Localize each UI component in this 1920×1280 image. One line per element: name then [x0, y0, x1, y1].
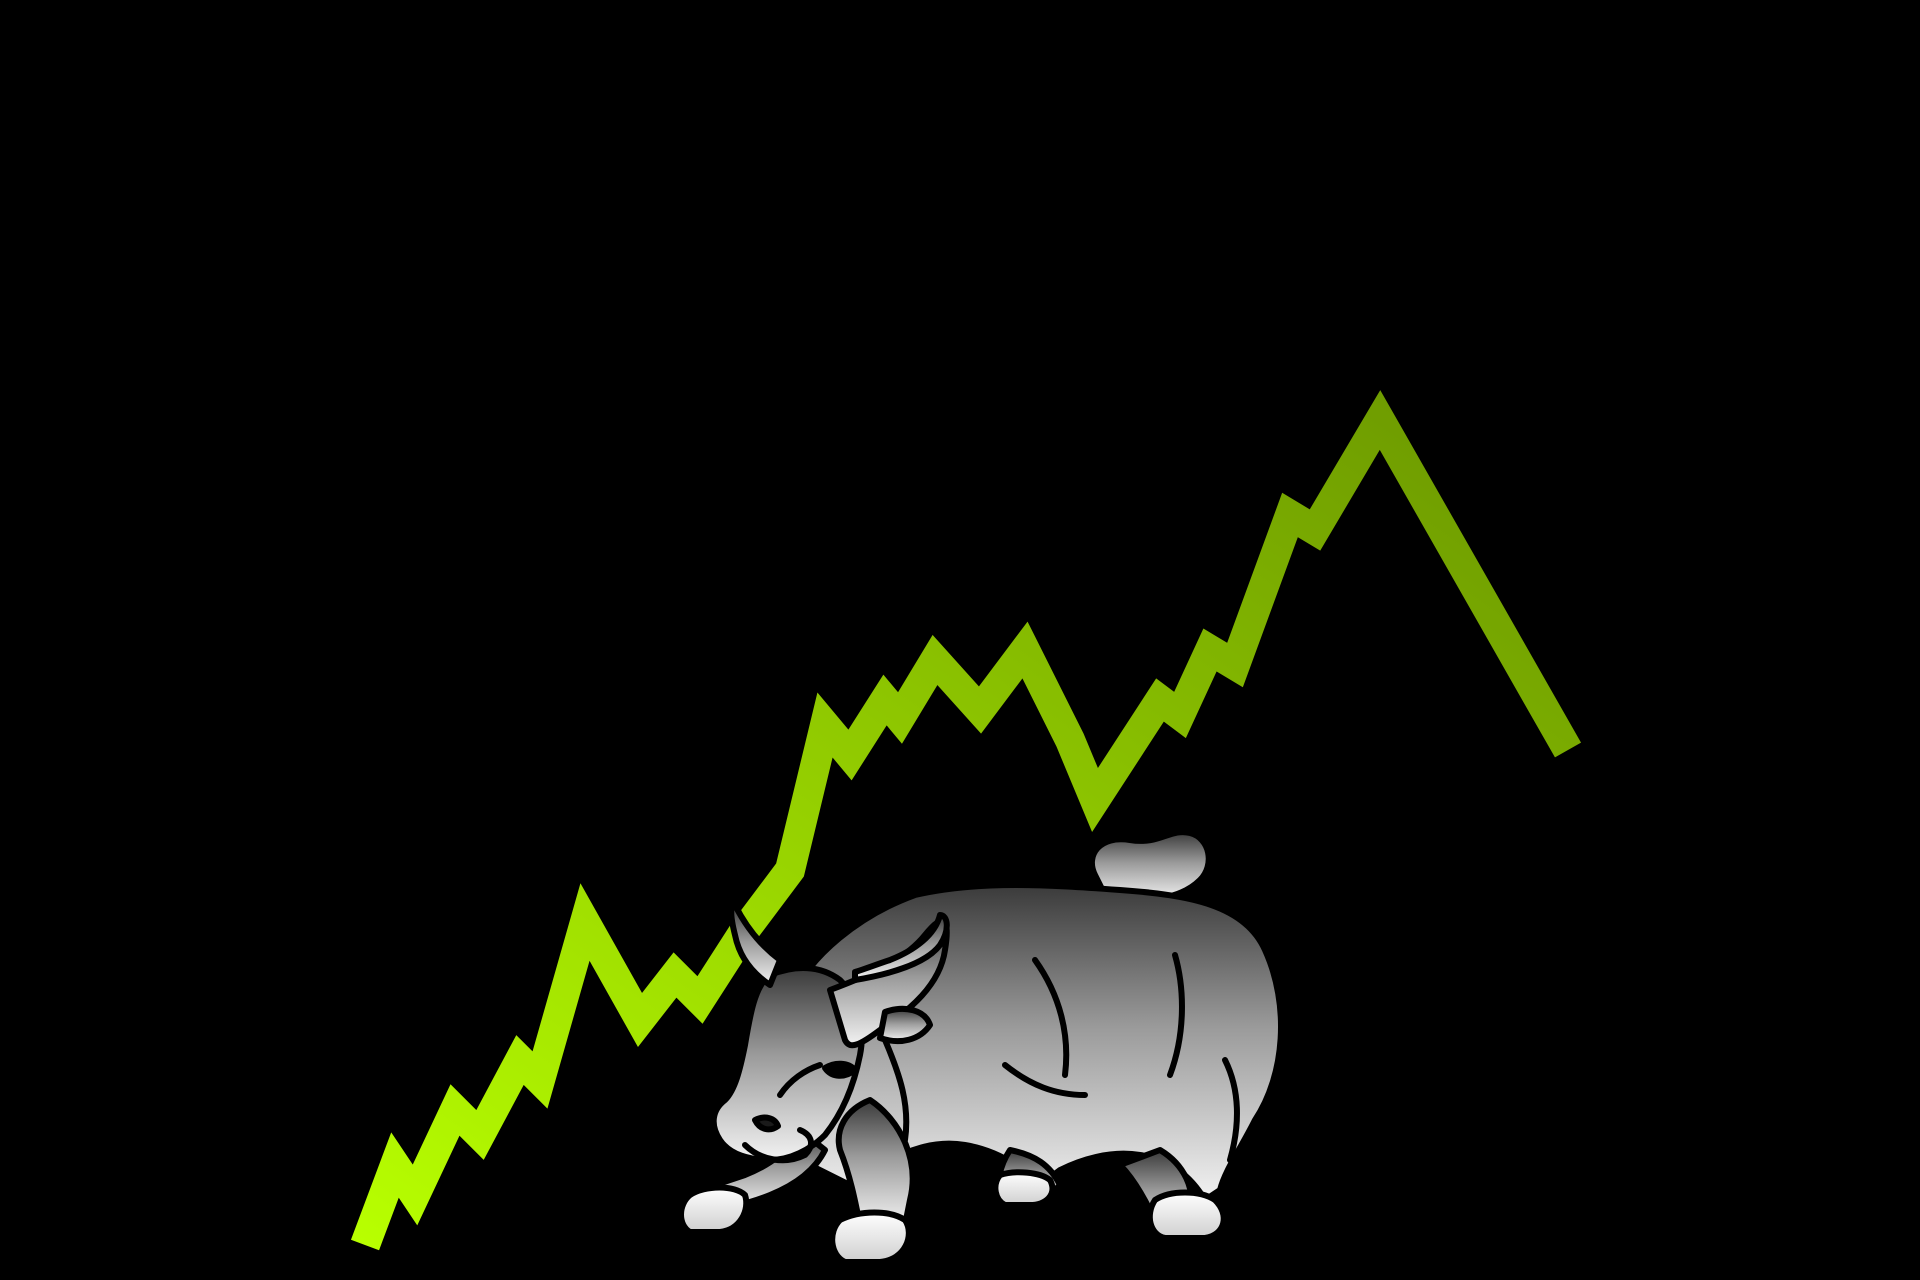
- bull-horn-icon: [852, 912, 950, 983]
- bull-horn-icon: [728, 902, 783, 988]
- bull-body-muscle-line: [1222, 1057, 1240, 1163]
- bull-middle-hoof: [992, 1169, 1056, 1208]
- bull-ear: [877, 1005, 933, 1045]
- bull-nostril: [752, 1114, 781, 1133]
- bull-eye: [822, 1060, 858, 1079]
- bull-rear-hoof: [1146, 1189, 1227, 1241]
- bull-body-muscle-line: [1032, 957, 1070, 1078]
- bull-front-hoof: [829, 1209, 912, 1265]
- bull-front-leg: [835, 1097, 916, 1228]
- bull-face-line: [777, 1062, 823, 1098]
- bull-chest-line: [882, 1037, 910, 1143]
- bull-mouth: [742, 1127, 814, 1164]
- bull-front-left-hoof: [678, 1184, 750, 1235]
- bull-body-muscle-line: [1002, 1062, 1088, 1098]
- bull-body-muscle-line: [1167, 952, 1185, 1078]
- trend-line-icon: [350, 390, 1582, 1251]
- bull-icon: [678, 829, 1285, 1265]
